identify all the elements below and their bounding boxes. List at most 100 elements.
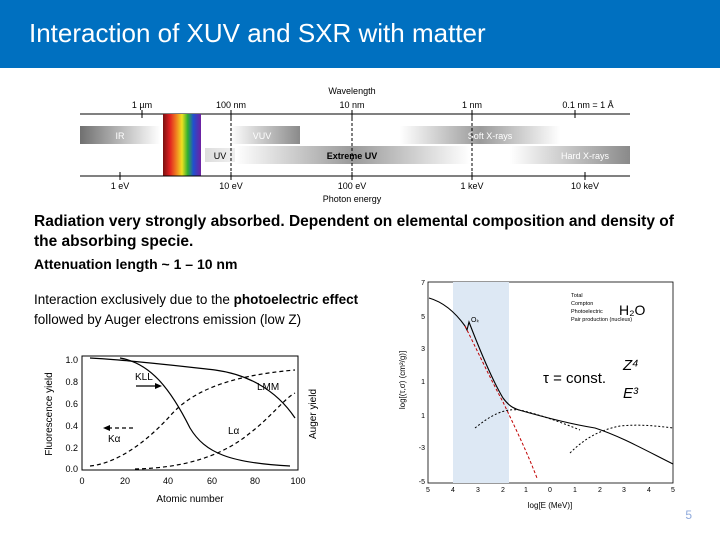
wavelength-ticks: 1 µm 100 nm 10 nm 1 nm 0.1 nm = 1 Å — [132, 100, 614, 118]
edge-label: Oₖ — [471, 317, 479, 324]
x-tick-label: 4 — [451, 487, 455, 494]
label-kll: KLL — [135, 372, 153, 383]
energy-ticks: 1 eV 10 eV 100 eV 1 keV 10 keV — [111, 172, 599, 191]
interaction-suffix: followed by Auger electrons emission (lo… — [34, 312, 302, 327]
spectrum-diagram: Wavelength 1 µm 100 nm 10 nm 1 nm 0.1 nm… — [80, 86, 630, 204]
y-tick-label: 0.0 — [65, 464, 78, 474]
band-ir-label: IR — [116, 131, 126, 141]
energy-tick-label: 1 eV — [111, 181, 130, 191]
legend-item: Photoelectric — [571, 309, 603, 315]
cross-plot-frame — [427, 281, 674, 484]
title-bar: Interaction of XUV and SXR with matter — [0, 0, 720, 68]
x-tick-label: 2 — [598, 487, 602, 494]
legend-item: Total — [571, 293, 583, 299]
band-vuv — [230, 126, 300, 144]
y-tick-label: 5 — [421, 314, 425, 321]
legend-item: Compton — [571, 301, 593, 307]
yield-y-left-label: Fluorescence yield — [44, 372, 55, 455]
y-tick-label: 0.6 — [65, 399, 78, 409]
curve-total — [428, 297, 674, 465]
wavelength-tick-label: 1 µm — [132, 100, 152, 110]
y-tick-label: 1.0 — [65, 355, 78, 365]
x-tick-label: 20 — [120, 476, 130, 486]
arrow-head-icon — [155, 383, 162, 389]
interaction-text: Interaction exclusively due to the photo… — [34, 290, 404, 330]
cross-section-plot: 7 5 3 1 1 -3 -5 5 4 3 2 1 0 1 2 3 4 5 lo… — [398, 280, 675, 510]
y-tick-label: 1 — [421, 413, 425, 420]
label-lmm: LMM — [257, 382, 279, 393]
energy-tick-label: 100 eV — [338, 181, 367, 191]
x-tick-label: 2 — [501, 487, 505, 494]
y-tick-label: 7 — [421, 280, 425, 287]
wavelength-tick-label: 1 nm — [462, 100, 482, 110]
band-sxr-label: Soft X-rays — [468, 131, 513, 141]
x-tick-label: 0 — [548, 487, 552, 494]
y-tick-label: 0.4 — [65, 421, 78, 431]
photon-energy-label: Photon energy — [323, 194, 382, 204]
curve-kll-auger — [89, 357, 296, 419]
formula-left: τ = const. — [543, 370, 606, 387]
formula-denominator: E³ — [623, 385, 639, 402]
x-tick-label: 100 — [290, 476, 305, 486]
cross-x-ticks: 5 4 3 2 1 0 1 2 3 4 5 — [426, 487, 675, 494]
x-tick-label: 5 — [426, 487, 430, 494]
x-tick-label: 5 — [671, 487, 675, 494]
wavelength-tick-label: 0.1 nm = 1 Å — [562, 100, 613, 110]
y-tick-label: -3 — [419, 445, 425, 452]
label-k-alpha: Kα — [108, 434, 121, 445]
energy-tick-label: 1 keV — [460, 181, 483, 191]
wavelength-tick-label: 100 nm — [216, 100, 246, 110]
formula-numerator: Z⁴ — [622, 357, 639, 374]
interaction-prefix: Interaction exclusively due to the — [34, 292, 234, 307]
cross-x-label: log[E (MeV)] — [528, 501, 572, 510]
x-tick-label: 4 — [647, 487, 651, 494]
curve-k-fluorescence — [89, 369, 296, 467]
yield-plot: 1.0 0.8 0.6 0.4 0.2 0.0 0 20 40 60 80 10… — [44, 355, 319, 505]
slide-title: Interaction of XUV and SXR with matter — [29, 18, 486, 48]
curve-l-fluorescence — [134, 392, 296, 470]
curve-compton — [474, 409, 581, 431]
cross-y-label: log[(τ,σ) (cm²/g)] — [398, 351, 407, 409]
x-tick-label: 60 — [207, 476, 217, 486]
y-tick-label: 0.2 — [65, 443, 78, 453]
energy-tick-label: 10 eV — [219, 181, 243, 191]
band-hard-xrays — [510, 146, 630, 164]
y-tick-label: 0.8 — [65, 377, 78, 387]
band-vuv-label: VUV — [253, 131, 272, 141]
band-uv-label: UV — [214, 151, 227, 161]
x-tick-label: 1 — [573, 487, 577, 494]
xuv-region-highlight — [453, 282, 509, 483]
x-tick-label: 1 — [524, 487, 528, 494]
molecule-label: H₂O — [619, 302, 646, 318]
x-tick-label: 3 — [476, 487, 480, 494]
legend-item: Pair production (nucleus) — [571, 317, 632, 323]
x-tick-label: 40 — [163, 476, 173, 486]
cross-legend: Total Compton Photoelectric Pair product… — [571, 293, 632, 323]
yield-x-ticks: 0 20 40 60 80 100 — [79, 476, 305, 486]
curve-photoelectric — [464, 325, 538, 479]
wavelength-label: Wavelength — [328, 86, 375, 96]
x-tick-label: 3 — [622, 487, 626, 494]
yield-x-label: Atomic number — [156, 494, 224, 505]
attenuation-text: Attenuation length ~ 1 – 10 nm — [34, 256, 238, 272]
yield-y-right-label: Auger yield — [308, 389, 319, 439]
visible-spectrum — [163, 114, 201, 176]
x-tick-label: 0 — [79, 476, 84, 486]
y-tick-label: -5 — [419, 479, 425, 486]
energy-tick-label: 10 keV — [571, 181, 599, 191]
arrow-head-icon — [103, 425, 110, 431]
interaction-bold: photoelectric effect — [233, 292, 359, 307]
x-tick-label: 80 — [250, 476, 260, 486]
y-tick-label: 3 — [421, 346, 425, 353]
y-tick-label: 1 — [421, 379, 425, 386]
absorption-text: Radiation very strongly absorbed. Depend… — [34, 213, 674, 250]
yield-plot-frame — [81, 355, 299, 471]
curve-pair-production — [569, 424, 674, 454]
yield-y-ticks: 1.0 0.8 0.6 0.4 0.2 0.0 — [65, 355, 78, 474]
band-ir — [80, 126, 160, 144]
cross-y-ticks: 7 5 3 1 1 -3 -5 — [419, 280, 425, 486]
wavelength-tick-label: 10 nm — [339, 100, 364, 110]
label-l-alpha: Lα — [228, 426, 240, 437]
band-hxr-label: Hard X-rays — [561, 151, 610, 161]
band-soft-xrays — [400, 126, 560, 144]
